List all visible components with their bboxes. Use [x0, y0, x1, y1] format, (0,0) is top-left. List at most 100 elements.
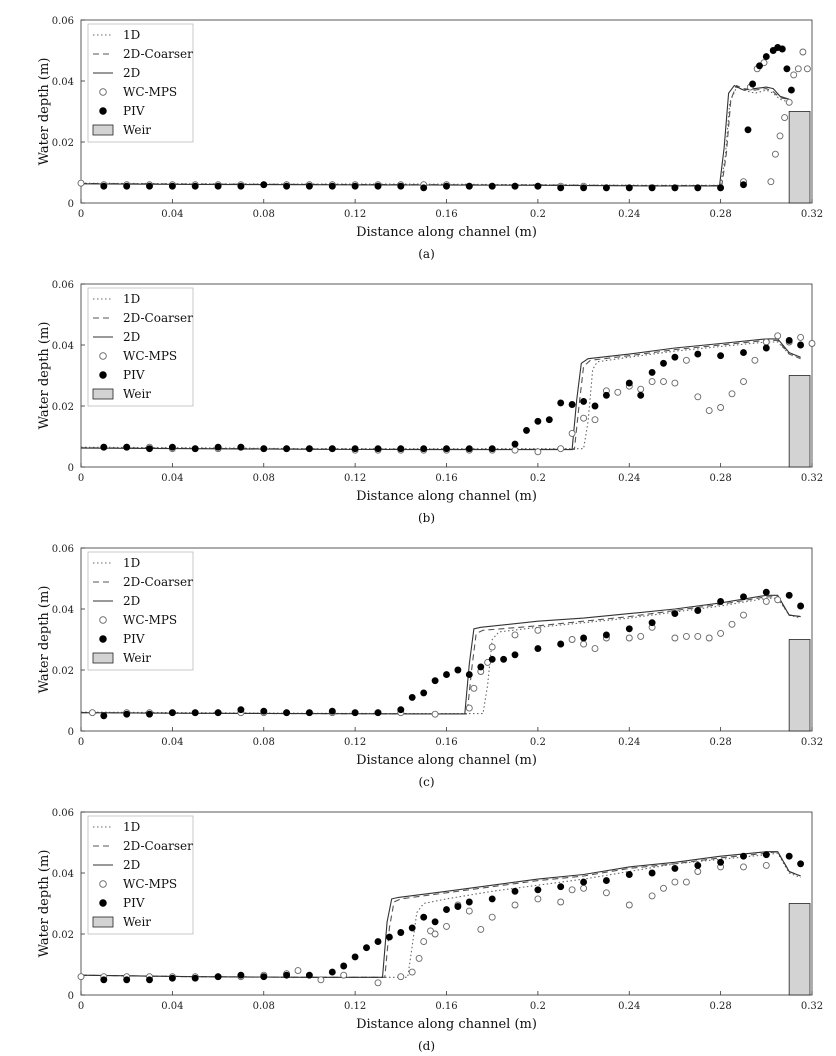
data-point-piv: [602, 877, 610, 885]
y-axis-label: Water depth (m): [37, 322, 52, 430]
legend-box: [87, 287, 194, 407]
data-point-wcmps: [568, 636, 576, 643]
data-point-piv: [785, 336, 793, 344]
data-point-wcmps: [431, 930, 439, 938]
y-axis-label: Water depth (m): [37, 58, 52, 166]
data-point-piv: [420, 913, 428, 921]
data-point-piv: [637, 391, 645, 399]
x-tick-label: 0.08: [253, 737, 275, 748]
x-tick-label: 0.28: [709, 737, 731, 748]
panel-label: (d): [418, 1039, 435, 1053]
data-point-wcmps: [511, 901, 519, 909]
data-point-piv: [385, 933, 393, 941]
data-point-piv: [191, 182, 199, 190]
data-point-piv: [523, 426, 530, 434]
data-point-piv: [123, 976, 131, 984]
data-point-wcmps: [534, 626, 542, 634]
data-point-wcmps: [648, 378, 656, 386]
legend-label-2d: 2D: [123, 330, 140, 344]
data-point-piv: [740, 181, 747, 189]
data-point-piv: [762, 53, 770, 61]
data-point-wcmps: [774, 332, 782, 340]
legend-label-2d: 2D: [123, 594, 140, 608]
data-point-piv: [545, 416, 553, 424]
data-point-piv: [488, 445, 496, 453]
data-point-piv: [625, 625, 633, 633]
x-tick-label: 0.16: [435, 209, 457, 220]
data-point-wcmps: [477, 925, 485, 933]
data-point-piv: [374, 445, 382, 453]
data-point-piv: [328, 707, 336, 715]
y-tick-label: 0: [68, 463, 74, 474]
series-line-1d: [80, 852, 801, 978]
data-point-piv: [305, 971, 313, 979]
data-point-piv: [351, 709, 359, 717]
series-line-2d: [80, 851, 801, 978]
data-point-piv: [602, 631, 610, 639]
data-point-piv: [214, 709, 222, 717]
legend-label-piv: PIV: [123, 896, 145, 910]
data-point-piv: [500, 655, 508, 663]
data-point-wcmps: [637, 385, 645, 393]
panel-label: (c): [418, 775, 434, 789]
data-point-wcmps: [705, 634, 713, 642]
x-tick-label: 0.16: [435, 473, 457, 484]
legend-box: [87, 551, 194, 671]
data-point-piv: [443, 671, 450, 679]
data-point-wcmps: [340, 971, 348, 979]
x-tick-label: 0.32: [801, 1001, 823, 1012]
weir-block: [788, 903, 811, 996]
data-point-piv: [123, 710, 131, 718]
x-tick-label: 0.08: [253, 1001, 275, 1012]
data-point-piv: [168, 709, 176, 717]
data-point-wcmps: [484, 658, 492, 666]
y-tick-label: 0.02: [52, 666, 74, 677]
data-point-piv: [534, 886, 542, 894]
data-point-wcmps: [660, 884, 667, 892]
data-point-wcmps: [534, 895, 542, 903]
data-point-wcmps: [431, 710, 439, 718]
x-tick-label: 0.04: [161, 1001, 183, 1012]
data-point-wcmps: [591, 645, 599, 653]
x-tick-label: 0.04: [161, 473, 183, 484]
data-point-piv: [557, 640, 565, 648]
data-point-piv: [580, 184, 588, 192]
legend-symbol-piv: [99, 371, 107, 379]
data-point-piv: [168, 182, 176, 190]
data-point-piv: [408, 693, 416, 701]
legend-symbol-weir: [92, 652, 114, 664]
data-point-piv: [465, 898, 473, 906]
legend-label-1d: 1D: [123, 292, 140, 306]
legend-label-2d: 2D: [123, 66, 140, 80]
legend-label-2dc: 2D-Coarser: [123, 311, 193, 325]
data-point-piv: [420, 184, 428, 192]
x-tick-label: 0.12: [344, 1001, 366, 1012]
data-point-wcmps: [660, 378, 667, 386]
y-tick-label: 0: [68, 991, 74, 1002]
data-point-piv: [374, 938, 382, 946]
data-point-wcmps: [803, 65, 811, 73]
data-point-piv: [648, 368, 656, 376]
data-point-piv: [146, 710, 153, 718]
data-point-wcmps: [488, 913, 496, 921]
data-point-piv: [237, 971, 245, 979]
chart-panel-b: 0 0.04 0.08 0.12 0.16 0.2 0.24 0.28 0.32 0 0.02 0.0…: [0, 264, 836, 528]
data-point-wcmps: [808, 340, 816, 347]
y-tick-label: 0.04: [52, 341, 74, 352]
data-point-piv: [260, 707, 268, 715]
y-tick-label: 0: [68, 727, 74, 738]
data-point-wcmps: [427, 927, 434, 935]
data-point-piv: [351, 182, 359, 190]
data-point-wcmps: [625, 901, 633, 909]
data-point-wcmps: [740, 378, 747, 386]
panel-label: (b): [418, 511, 435, 525]
data-point-piv: [488, 182, 496, 190]
legend-label-wcmps: WC-MPS: [123, 85, 177, 99]
data-point-piv: [443, 445, 450, 453]
data-point-piv: [557, 883, 565, 891]
series-line-2d: [80, 338, 801, 451]
data-point-piv: [363, 944, 370, 952]
data-point-piv: [237, 182, 245, 190]
x-tick-label: 0.04: [161, 209, 183, 220]
data-point-wcmps: [717, 629, 725, 637]
